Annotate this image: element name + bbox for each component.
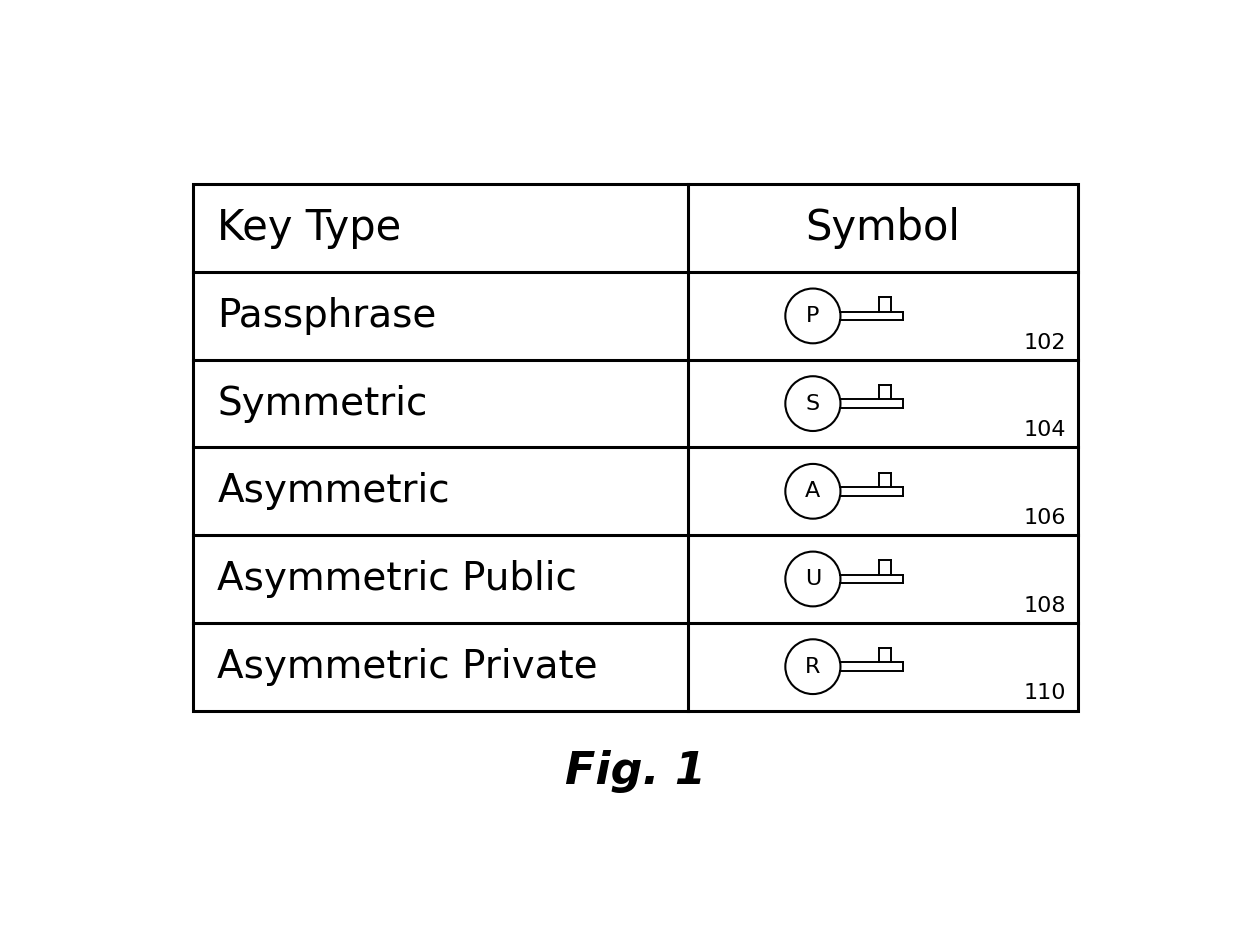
Text: 104: 104 <box>1023 420 1066 440</box>
Text: S: S <box>806 394 820 414</box>
Text: Passphrase: Passphrase <box>217 297 436 335</box>
Text: A: A <box>805 481 821 502</box>
Ellipse shape <box>785 376 841 431</box>
Text: 108: 108 <box>1023 595 1066 616</box>
Text: 102: 102 <box>1023 332 1066 353</box>
Ellipse shape <box>785 639 841 695</box>
Ellipse shape <box>785 464 841 519</box>
Text: 110: 110 <box>1023 683 1066 703</box>
Text: Asymmetric Private: Asymmetric Private <box>217 648 598 686</box>
Text: 106: 106 <box>1023 508 1066 528</box>
Text: Asymmetric: Asymmetric <box>217 473 450 510</box>
Text: Key Type: Key Type <box>217 207 402 249</box>
Bar <box>193 184 1078 710</box>
Text: Symmetric: Symmetric <box>217 385 428 423</box>
Text: Asymmetric Public: Asymmetric Public <box>217 560 578 598</box>
Text: P: P <box>806 306 820 326</box>
Text: Fig. 1: Fig. 1 <box>565 751 706 794</box>
Ellipse shape <box>785 551 841 607</box>
Ellipse shape <box>785 288 841 344</box>
Text: U: U <box>805 569 821 589</box>
Text: R: R <box>805 657 821 677</box>
Text: Symbol: Symbol <box>806 207 961 249</box>
